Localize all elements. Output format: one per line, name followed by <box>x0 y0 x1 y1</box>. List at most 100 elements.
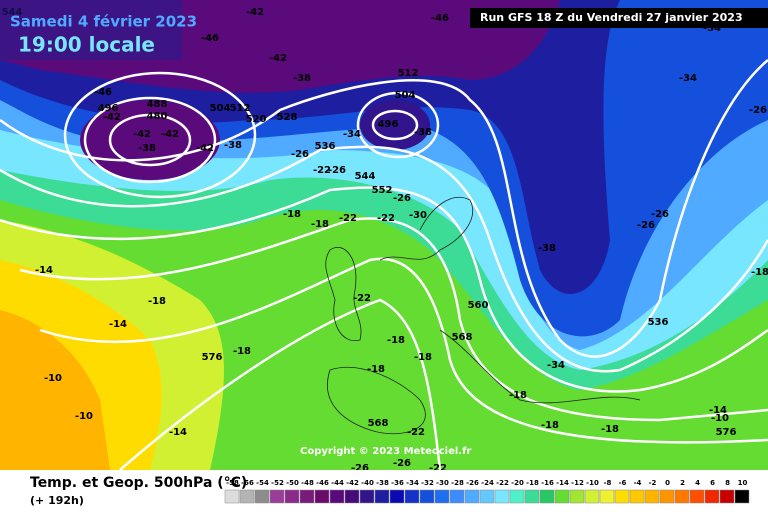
contour-label: -38 <box>293 73 311 84</box>
legend-swatch <box>239 489 255 504</box>
copyright: Copyright © 2023 Meteociel.fr <box>300 446 471 457</box>
run-box <box>470 8 768 28</box>
legend-swatch <box>554 489 570 504</box>
contour-label: -18 <box>601 424 619 435</box>
contour-label: -42 <box>196 143 214 154</box>
contour-label: 496 <box>98 103 119 114</box>
legend-label: -46 <box>316 479 329 487</box>
legend-swatch <box>659 489 675 504</box>
contour-label: 480 <box>147 111 168 122</box>
legend-swatch <box>584 489 600 504</box>
contour-label: -14 <box>109 319 127 330</box>
contour-label: -26 <box>393 458 411 469</box>
contour-label: -22 <box>407 427 425 438</box>
contour-label: -10 <box>711 413 729 424</box>
contour-label: 576 <box>716 427 737 438</box>
legend-label: -44 <box>331 479 344 487</box>
contour-label: 528 <box>277 112 298 123</box>
contour-label: -22 <box>429 463 447 474</box>
legend-label: -4 <box>634 479 642 487</box>
legend-label: -20 <box>511 479 524 487</box>
contour-label: -42 <box>161 129 179 140</box>
legend-label: -42 <box>346 479 359 487</box>
contour-label: -18 <box>148 296 166 307</box>
legend-swatch <box>569 489 585 504</box>
legend-label: -38 <box>376 479 389 487</box>
legend-swatch <box>644 489 660 504</box>
legend-swatch <box>719 489 735 504</box>
legend-label: 6 <box>710 479 715 487</box>
contour-label: -18 <box>387 335 405 346</box>
legend-swatch <box>539 489 555 504</box>
footer-lead: (+ 192h) <box>30 494 84 507</box>
contour-label: -18 <box>311 219 329 230</box>
legend-swatch <box>314 489 330 504</box>
contour-label: 568 <box>368 418 389 429</box>
contour-label: -34 <box>679 73 697 84</box>
contour-label: -26 <box>393 193 411 204</box>
legend-label: -58 <box>226 479 239 487</box>
legend-swatch <box>434 489 450 504</box>
contour-label: -42 <box>269 53 287 64</box>
contour-label: 552 <box>372 185 393 196</box>
legend-swatch <box>359 489 375 504</box>
contour-label: -38 <box>138 143 156 154</box>
footer-title: Temp. et Geop. 500hPa (°C) <box>30 475 247 491</box>
contour-label: 536 <box>315 141 336 152</box>
contour-label: -14 <box>35 265 53 276</box>
legend-label: -34 <box>406 479 419 487</box>
contour-label: -18 <box>283 209 301 220</box>
legend-label: 2 <box>680 479 685 487</box>
contour-label: 536 <box>648 317 669 328</box>
contour-label: 496 <box>378 119 399 130</box>
contour-label: -42 <box>246 7 264 18</box>
contour-label: -26 <box>651 209 669 220</box>
legend-label: -16 <box>541 479 554 487</box>
contour-label: -42 <box>133 129 151 140</box>
contour-label: -18 <box>233 346 251 357</box>
legend-label: -36 <box>391 479 404 487</box>
contour-label: -22 <box>313 165 331 176</box>
legend-swatch <box>284 489 300 504</box>
legend-swatch <box>494 489 510 504</box>
contour-labels: 544-42-46-34-46-42-38512-34-46496-424884… <box>2 7 768 474</box>
legend-swatch <box>464 489 480 504</box>
legend-label: -10 <box>586 479 599 487</box>
time-label: 19:00 locale <box>18 33 155 57</box>
legend-label: -28 <box>451 479 464 487</box>
legend-swatch <box>614 489 630 504</box>
contour-label: 504 <box>395 90 416 101</box>
contour-label: -34 <box>703 23 721 34</box>
legend-swatch <box>329 489 345 504</box>
legend-swatch <box>449 489 465 504</box>
contour-label: -22 <box>339 213 357 224</box>
legend-swatch <box>674 489 690 504</box>
legend-label: -8 <box>604 479 612 487</box>
coastlines <box>325 197 641 435</box>
contour-label: -14 <box>709 405 727 416</box>
contour-label: -26 <box>637 220 655 231</box>
legend-label: -30 <box>436 479 449 487</box>
legend-label: 8 <box>725 479 730 487</box>
contour-label: 560 <box>468 300 489 311</box>
legend-swatch <box>344 489 360 504</box>
contour-label: -30 <box>409 210 427 221</box>
run-label: Run GFS 18 Z du Vendredi 27 janvier 2023 <box>480 11 743 24</box>
legend-swatch <box>419 489 435 504</box>
legend-swatch <box>509 489 525 504</box>
legend-label: 0 <box>665 479 670 487</box>
contour-label: -18 <box>367 364 385 375</box>
legend-swatch <box>599 489 615 504</box>
contour-label: -38 <box>414 127 432 138</box>
contour-label: -42 <box>103 112 121 123</box>
contour-label: -22 <box>353 293 371 304</box>
contour-label: 520 <box>246 114 267 125</box>
legend-label: -22 <box>496 479 509 487</box>
legend-swatch <box>404 489 420 504</box>
legend-swatch <box>299 489 315 504</box>
legend-swatch <box>689 489 705 504</box>
contour-label: -18 <box>541 420 559 431</box>
legend-label: -26 <box>466 479 479 487</box>
contour-label: -26 <box>328 165 346 176</box>
legend-swatch <box>224 489 240 504</box>
